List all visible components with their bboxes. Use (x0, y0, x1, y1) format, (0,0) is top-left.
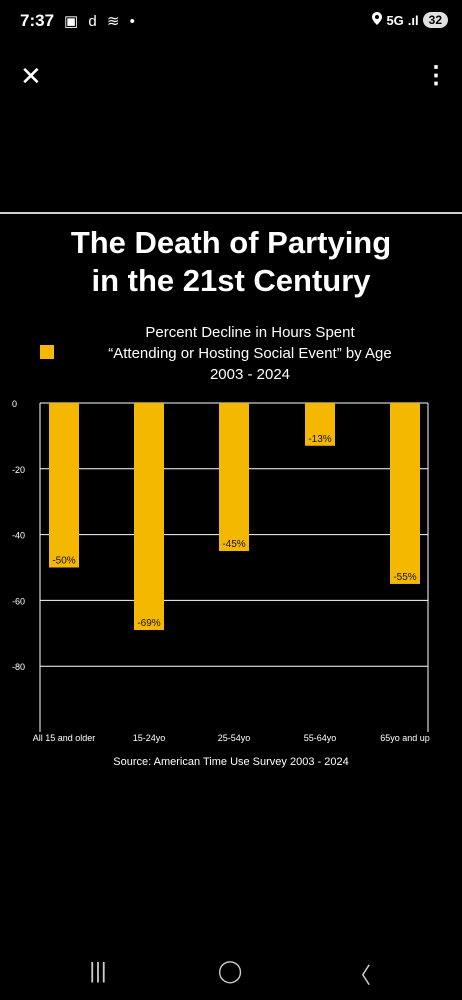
y-tick-label: -20 (12, 465, 25, 475)
x-tick-label: 55-64yo (304, 733, 337, 743)
recents-button[interactable]: ||| (89, 958, 107, 983)
chart-title: The Death of Partying in the 21st Centur… (0, 224, 462, 300)
x-tick-label: 65yo and up (380, 733, 430, 743)
legend-line-2: “Attending or Hosting Social Event” by A… (108, 345, 392, 362)
top-toolbar: ✕ ⋮ (0, 52, 462, 100)
chart-subtitle: Percent Decline in Hours Spent “Attendin… (60, 322, 440, 385)
data-label: -50% (52, 556, 75, 567)
bar (49, 403, 79, 568)
chart-title-line-2: in the 21st Century (91, 263, 371, 298)
legend-line-1: Percent Decline in Hours Spent (145, 324, 355, 341)
notification-icons: ▣ d ≋ • (64, 13, 138, 30)
bar (219, 403, 249, 552)
y-tick-label: -60 (12, 596, 25, 606)
home-button[interactable]: ◯ (217, 958, 243, 983)
data-label: -69% (137, 618, 160, 629)
y-tick-label: -80 (12, 662, 25, 672)
y-tick-label: 0 (12, 399, 17, 409)
status-time: 7:37 (20, 11, 55, 30)
x-tick-label: 25-54yo (218, 733, 251, 743)
signal-icon: .ıl (407, 12, 419, 28)
system-nav-bar: ||| ◯ 〈 (0, 950, 462, 1000)
status-right-group: 5G .ıl 32 (372, 12, 448, 28)
location-icon (372, 12, 383, 28)
status-bar: 7:37 ▣ d ≋ • 5G .ıl 32 (0, 0, 462, 44)
data-label: -45% (222, 539, 245, 550)
bar (390, 403, 420, 584)
network-label: 5G (386, 12, 404, 28)
chart-title-line-1: The Death of Partying (70, 225, 392, 260)
battery-badge: 32 (422, 12, 448, 28)
data-label: -55% (393, 572, 416, 583)
y-tick-label: -40 (12, 531, 25, 541)
image-top-divider (0, 212, 462, 214)
legend-swatch (40, 345, 54, 359)
close-icon[interactable]: ✕ (20, 61, 42, 91)
x-tick-label: All 15 and older (33, 733, 96, 743)
bar (305, 403, 335, 446)
legend-line-3: 2003 - 2024 (209, 366, 291, 383)
x-tick-label: 15-24yo (133, 733, 166, 743)
bar (134, 403, 164, 631)
source-note: Source: American Time Use Survey 2003 - … (113, 756, 349, 768)
back-button[interactable]: 〈 (348, 963, 371, 988)
bar-chart: 0 -20 -40 -60 -80 -50% All 15 and older -69% 15-… (12, 399, 430, 743)
more-vertical-icon[interactable]: ⋮ (424, 62, 448, 89)
data-label: -13% (308, 434, 331, 445)
